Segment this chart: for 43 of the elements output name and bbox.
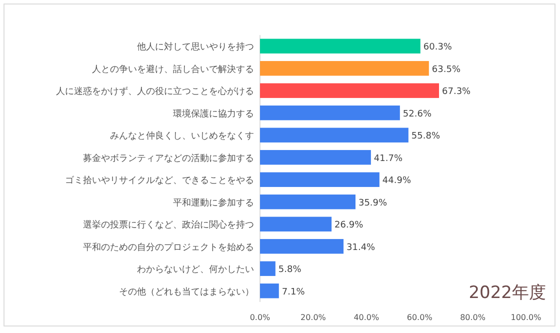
data-label: 26.9% xyxy=(334,220,364,231)
x-tick-label: 100.0% xyxy=(510,313,542,322)
bar xyxy=(260,261,276,276)
y-tick-label: 平和のための自分のプロジェクトを始める xyxy=(83,242,254,253)
bar xyxy=(260,284,279,298)
data-label: 5.8% xyxy=(278,265,302,276)
y-tick-label: 選挙の投票に行くなど、政治に関心を持つ xyxy=(83,220,254,231)
x-tick-label: 20.0% xyxy=(300,313,326,322)
y-tick-label: その他（どれも当てはまらない） xyxy=(119,286,254,298)
y-tick-label: 他人に対して思いやりを持つ xyxy=(137,42,254,53)
y-tick-label: ゴミ拾いやリサイクルなど、できることをやる xyxy=(65,175,254,186)
bar xyxy=(260,128,408,142)
bar xyxy=(260,172,380,187)
bar xyxy=(260,194,356,210)
data-label: 52.6% xyxy=(402,109,432,120)
data-label: 67.3% xyxy=(442,87,472,98)
data-label: 35.9% xyxy=(358,198,388,208)
data-label: 55.8% xyxy=(411,132,440,142)
bar xyxy=(260,38,420,54)
x-tick-label: 40.0% xyxy=(354,313,380,322)
data-label: 60.3% xyxy=(423,42,452,53)
bar xyxy=(260,61,429,76)
y-tick-label: わからないけど、何かしたい xyxy=(137,264,254,276)
bar xyxy=(260,239,344,254)
y-tick-label: みんなと仲良くし、いじめをなくす xyxy=(110,130,254,142)
bar xyxy=(260,106,400,120)
data-label: 7.1% xyxy=(282,287,306,298)
x-tick-label: 0.0% xyxy=(250,313,271,322)
y-tick-label: 環境保護に協力する xyxy=(173,108,254,120)
y-tick-label: 人との争いを避け、話し合いで解決する xyxy=(92,64,254,75)
annotation: 2022年度 xyxy=(468,283,546,303)
x-tick-label: 80.0% xyxy=(460,313,486,322)
bar xyxy=(260,83,440,98)
data-label: 41.7% xyxy=(374,154,403,164)
data-label: 63.5% xyxy=(432,64,461,75)
data-label: 31.4% xyxy=(346,242,376,253)
x-tick-label: 60.0% xyxy=(406,313,433,322)
bar xyxy=(260,150,371,165)
data-label: 44.9% xyxy=(382,176,412,186)
y-tick-label: 人に迷惑をかけず、人の役に立つことを心がける xyxy=(56,86,254,98)
bar xyxy=(260,216,332,232)
y-tick-label: 募金やボランティアなどの活動に参加する xyxy=(83,152,254,164)
y-tick-label: 平和運動に参加する xyxy=(173,197,254,208)
